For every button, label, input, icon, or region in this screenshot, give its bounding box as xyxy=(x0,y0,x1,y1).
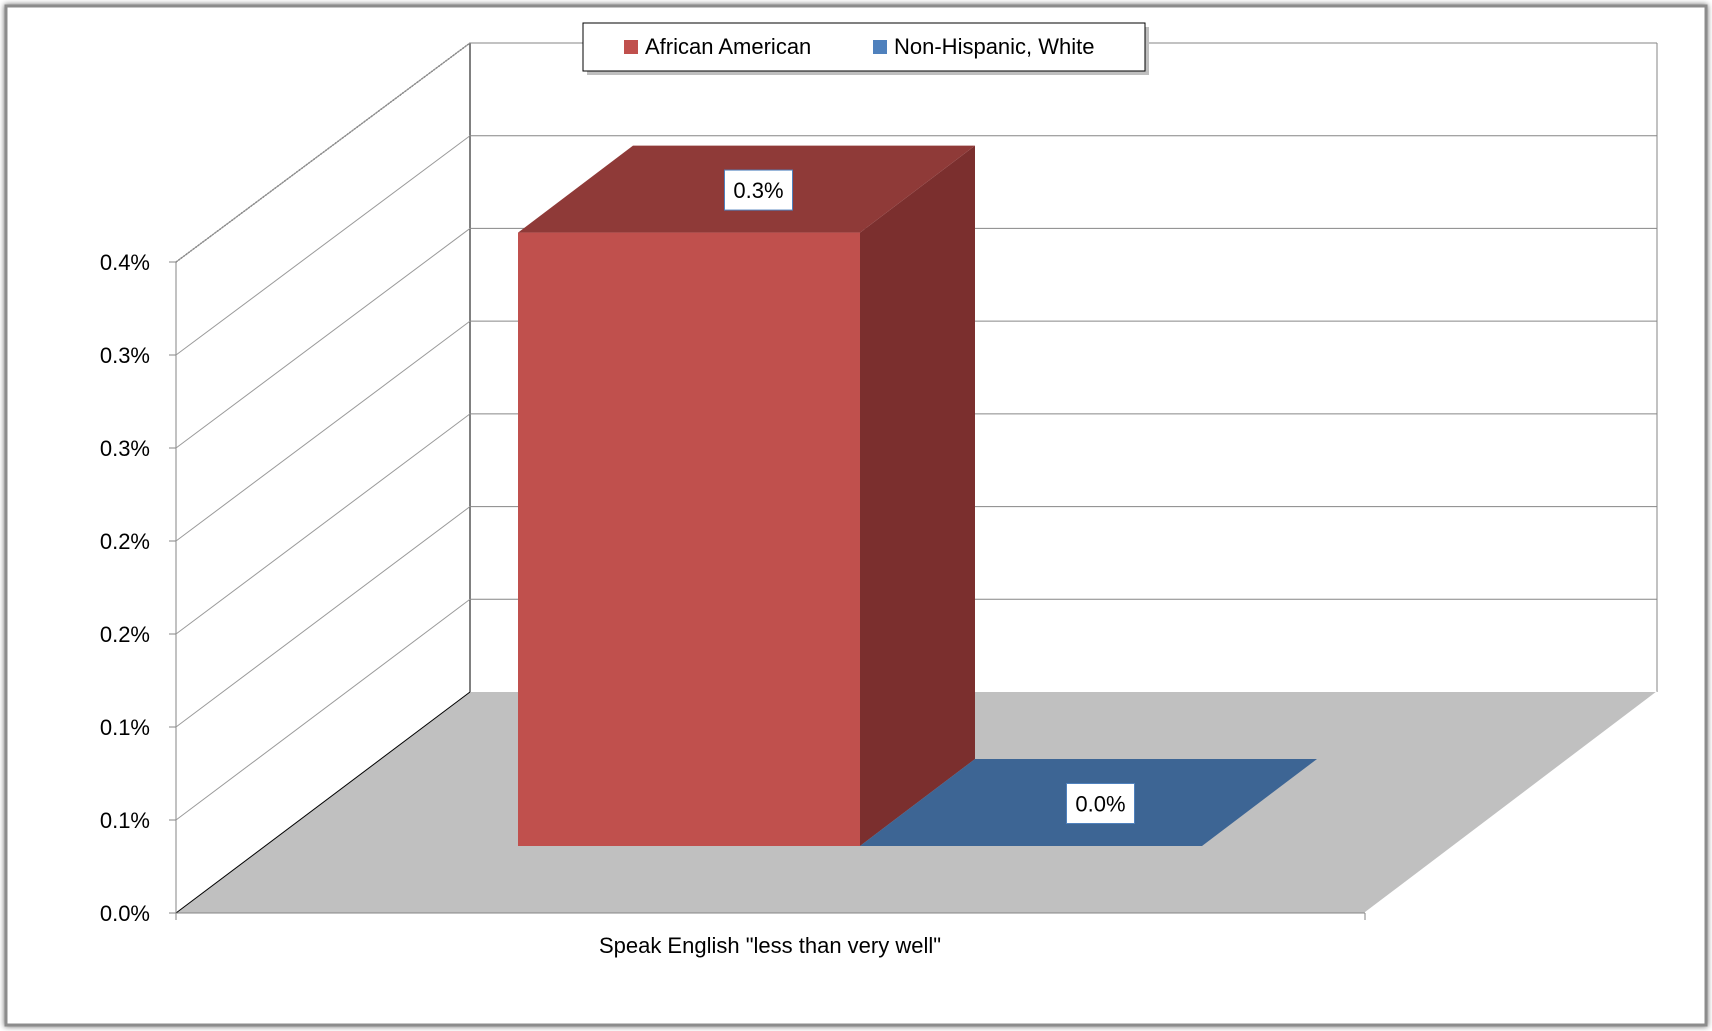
y-axis-tick-label: 0.3% xyxy=(100,436,150,461)
gridline-side xyxy=(175,135,471,356)
y-axis-tick-label: 0.3% xyxy=(100,343,150,368)
floor-right-edge xyxy=(1364,691,1658,914)
gridline-side xyxy=(175,228,471,449)
data-label-african-american: 0.3% xyxy=(724,169,793,211)
y-axis-tick-label: 0.0% xyxy=(100,901,150,926)
data-labels: 0.3% 0.0% xyxy=(724,169,1135,824)
legend-swatch-african-american xyxy=(624,40,638,54)
legend-box xyxy=(582,22,1146,72)
floor-left-edge xyxy=(175,691,471,914)
legend: African American Non-Hispanic, White xyxy=(582,22,1149,75)
data-label-text: 0.3% xyxy=(733,178,783,203)
data-label-text: 0.0% xyxy=(1075,792,1125,817)
y-axis-tick-label: 0.4% xyxy=(100,250,150,275)
x-axis: Speak English "less than very well" xyxy=(175,912,1366,958)
y-axis-tick-label: 0.1% xyxy=(100,715,150,740)
data-label-box xyxy=(724,169,793,211)
data-label-non-hispanic-white: 0.0% xyxy=(1066,783,1135,824)
bar-side-african-american xyxy=(860,145,975,846)
y-axis-tick-label: 0.1% xyxy=(100,808,150,833)
bar-front-african-american xyxy=(518,232,860,846)
gridline-side xyxy=(175,413,471,635)
x-axis-category-label: Speak English "less than very well" xyxy=(599,933,941,958)
gridline-side xyxy=(175,320,471,542)
y-axis: 0.0% 0.1% 0.1% 0.2% 0.2% 0.3% 0.3% 0.4% xyxy=(100,250,176,926)
legend-label-non-hispanic-white: Non-Hispanic, White xyxy=(894,34,1095,59)
legend-swatch-non-hispanic-white xyxy=(873,40,887,54)
y-axis-tick-label: 0.2% xyxy=(100,622,150,647)
y-axis-tick-label: 0.2% xyxy=(100,529,150,554)
data-label-box xyxy=(1066,783,1135,824)
legend-label-african-american: African American xyxy=(645,34,811,59)
gridline-side xyxy=(175,598,471,821)
gridline-side xyxy=(175,506,471,728)
gridline-side xyxy=(175,42,471,263)
